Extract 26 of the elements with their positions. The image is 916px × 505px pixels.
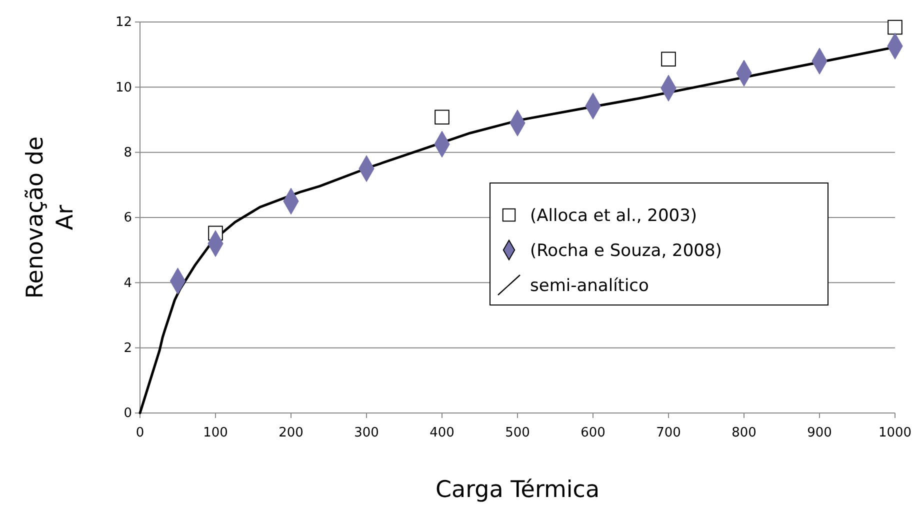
y-tick-label: 8 <box>124 145 132 160</box>
x-tick-label: 900 <box>807 426 832 441</box>
legend-label: (Alloca et al., 2003) <box>530 206 698 226</box>
x-tick-label: 300 <box>354 426 379 441</box>
x-tick-label: 500 <box>505 426 530 441</box>
x-tick-label: 600 <box>580 426 606 441</box>
x-tick-label: 1000 <box>878 426 912 441</box>
x-tick-label: 200 <box>278 426 304 441</box>
y-tick-label: 12 <box>115 15 132 30</box>
y-tick-label: 2 <box>124 340 132 356</box>
y-axis-title: Renovação de Ar <box>22 136 79 299</box>
x-tick-label: 100 <box>203 426 228 441</box>
point <box>434 110 450 125</box>
y-tick-label: 6 <box>124 210 132 226</box>
y-tick-label: 0 <box>124 406 132 422</box>
x-axis-title: Carga Térmica <box>435 477 600 503</box>
x-tick-label: 700 <box>656 426 681 441</box>
y-tick-label: 10 <box>115 80 132 96</box>
y-tick-label: 4 <box>124 276 132 291</box>
x-tick-label: 400 <box>430 426 454 441</box>
x-tick-label: 0 <box>136 426 144 441</box>
x-tick-label: 800 <box>732 426 756 441</box>
point <box>888 20 902 35</box>
legend-label: (Rocha e Souza, 2008) <box>530 240 722 261</box>
legend-label: semi-analítico <box>530 276 649 296</box>
point <box>661 52 676 67</box>
